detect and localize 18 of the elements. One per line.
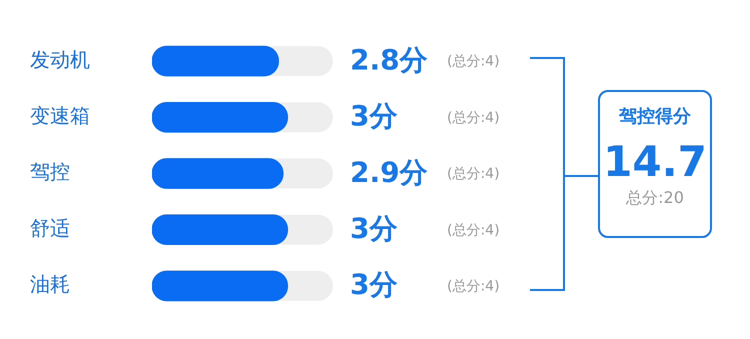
y-tick-label: 变速箱 <box>30 104 90 128</box>
text: 驾控得分 <box>618 106 692 128</box>
text: 总分:20 <box>625 188 685 208</box>
text: (总分:4) <box>447 110 500 126</box>
text: (总分:4) <box>447 166 500 182</box>
data-label: 3分 <box>350 212 398 245</box>
text: (总分:4) <box>447 222 500 238</box>
text: (总分:4) <box>447 278 500 295</box>
data-label: 2.8分 <box>350 43 429 76</box>
text: (总分:4) <box>447 54 500 70</box>
data-label: 3分 <box>350 100 398 133</box>
data-label: 3分 <box>350 268 398 302</box>
y-tick-label: 驾控 <box>30 160 70 184</box>
data-label: 2.9分 <box>350 156 429 189</box>
y-tick-label: 发动机 <box>30 47 90 72</box>
y-tick-label: 舒适 <box>30 216 70 240</box>
text: 14.7 <box>602 136 708 188</box>
y-tick-label: 油耗 <box>30 272 70 296</box>
